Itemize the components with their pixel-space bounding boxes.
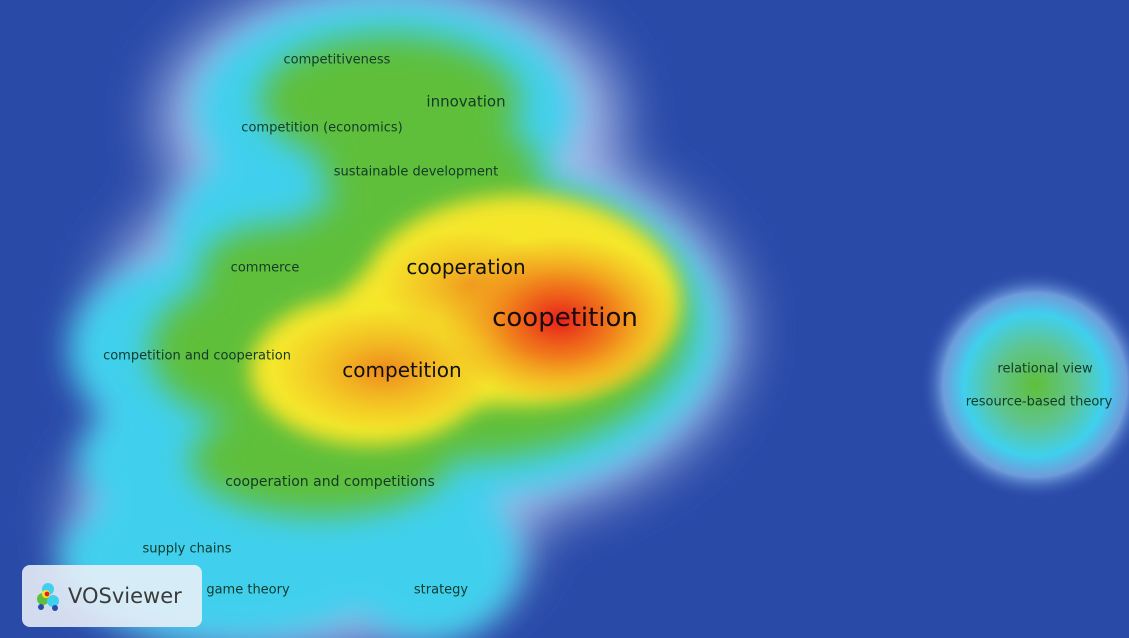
coopetition-core <box>440 235 680 405</box>
term-competitiveness[interactable]: competitiveness <box>283 52 391 68</box>
vosviewer-badge: VOSviewer <box>22 565 202 627</box>
term-competition[interactable]: competition <box>342 358 462 382</box>
right-cluster <box>920 270 1129 500</box>
term-cooperation[interactable]: cooperation <box>406 255 526 279</box>
term-innovation[interactable]: innovation <box>426 92 506 111</box>
term-resource-based-theory[interactable]: resource-based theory <box>965 394 1113 410</box>
term-strategy[interactable]: strategy <box>413 582 469 598</box>
term-sustainable-development[interactable]: sustainable development <box>333 164 499 180</box>
term-coopetition[interactable]: coopetition <box>492 303 638 333</box>
competition-core <box>275 308 495 432</box>
term-competition-economics[interactable]: competition (economics) <box>241 120 403 136</box>
term-cooperation-and-competitions[interactable]: cooperation and competitions <box>225 474 435 490</box>
term-relational-view[interactable]: relational view <box>997 361 1093 377</box>
term-supply-chains[interactable]: supply chains <box>142 541 232 557</box>
term-competition-and-cooperation[interactable]: competition and cooperation <box>103 348 291 364</box>
term-commerce[interactable]: commerce <box>230 260 300 276</box>
vosviewer-logo-icon <box>37 583 59 611</box>
vosviewer-label: VOSviewer <box>68 584 182 608</box>
term-game-theory[interactable]: game theory <box>206 582 290 598</box>
